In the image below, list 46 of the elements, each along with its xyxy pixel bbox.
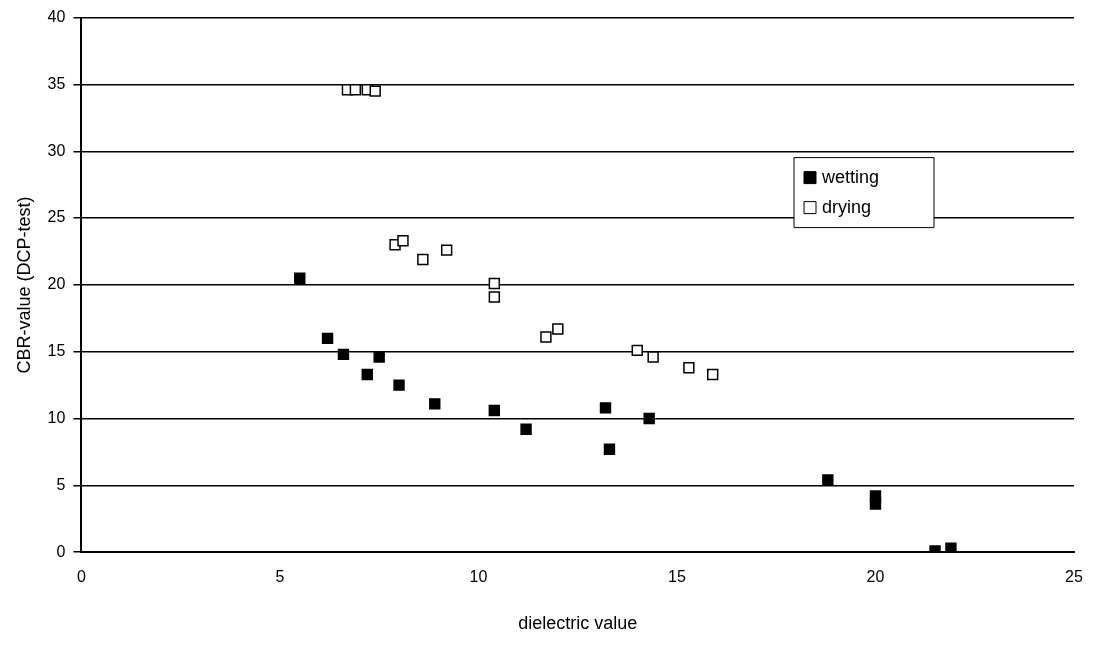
point bbox=[540, 331, 552, 343]
y-tick-label: 35 bbox=[47, 74, 66, 92]
y-tick-label: 30 bbox=[47, 141, 66, 159]
y-tick-label: 0 bbox=[56, 542, 66, 560]
point bbox=[552, 323, 564, 335]
legend-label: drying bbox=[822, 196, 872, 217]
point bbox=[349, 84, 362, 96]
x-tick-label: 20 bbox=[866, 568, 885, 586]
y-tick-label: 10 bbox=[47, 408, 66, 426]
point bbox=[822, 474, 834, 486]
x-tick-label: 5 bbox=[275, 568, 285, 586]
point bbox=[361, 368, 373, 381]
x-tick-label: 15 bbox=[668, 568, 686, 586]
x-tick-label: 0 bbox=[76, 568, 86, 586]
point bbox=[488, 291, 501, 303]
y-tick-label: 15 bbox=[47, 342, 66, 360]
point bbox=[706, 368, 719, 381]
point bbox=[440, 244, 453, 256]
legend-label: wetting bbox=[821, 166, 880, 187]
y-tick-label: 25 bbox=[47, 208, 66, 226]
y-axis-title: CBR-value (DCP-test) bbox=[13, 196, 34, 374]
point bbox=[337, 348, 350, 361]
point bbox=[373, 351, 385, 363]
point bbox=[397, 235, 409, 247]
y-tick-label: 5 bbox=[56, 475, 66, 493]
point bbox=[869, 498, 882, 510]
point bbox=[647, 351, 659, 363]
point bbox=[294, 272, 306, 284]
point bbox=[643, 412, 655, 425]
point bbox=[321, 332, 334, 345]
point bbox=[488, 404, 501, 417]
point bbox=[393, 379, 405, 391]
point bbox=[599, 402, 612, 414]
point bbox=[603, 443, 616, 455]
x-tick-label: 25 bbox=[1065, 568, 1083, 586]
point bbox=[488, 277, 501, 290]
point bbox=[369, 85, 381, 97]
point bbox=[520, 423, 532, 435]
y-tick-label: 40 bbox=[47, 8, 66, 26]
point bbox=[417, 253, 429, 266]
y-tick-label: 20 bbox=[47, 275, 66, 293]
x-axis-title: dielectric value bbox=[518, 613, 638, 634]
point bbox=[631, 344, 643, 357]
point bbox=[683, 362, 695, 374]
point bbox=[429, 398, 441, 410]
x-tick-label: 10 bbox=[469, 568, 488, 586]
